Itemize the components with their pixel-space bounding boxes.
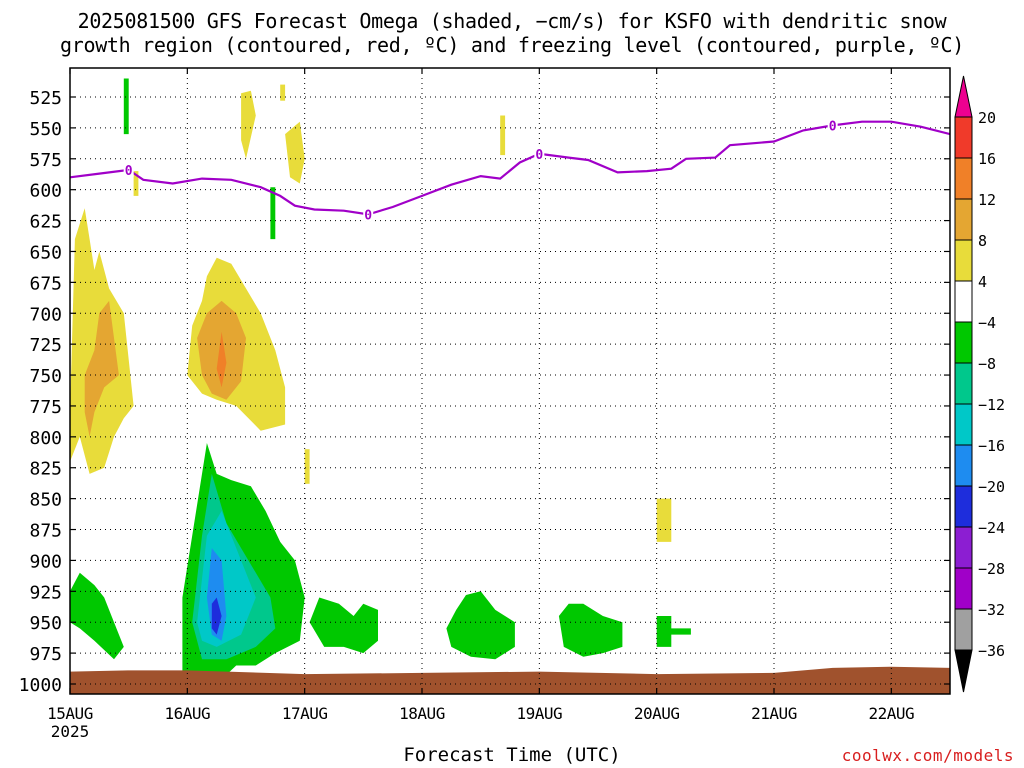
contour-label-bg (827, 117, 838, 133)
y-tick-label: 625 (29, 212, 62, 233)
colorbar-swatch (954, 280, 973, 323)
y-tick-label: 825 (29, 459, 62, 480)
omega-region (656, 498, 672, 542)
freezing-level-contour: 0 0 0 0 (70, 117, 950, 223)
omega-shading (70, 78, 950, 694)
colorbar-swatch (954, 526, 973, 569)
y-tick-label: 850 (29, 490, 62, 511)
x-tick-label: 17AUG (282, 704, 328, 723)
colorbar-cap-top (954, 75, 973, 118)
y-tick-label: 750 (29, 366, 62, 387)
colorbar-swatch (954, 403, 973, 446)
x-tick-label: 19AUG (516, 704, 562, 723)
x-tick-label: 18AUG (399, 704, 445, 723)
omega-region (309, 597, 378, 654)
omega-region (133, 171, 139, 196)
omega-region (216, 331, 227, 388)
y-tick-label: 575 (29, 150, 62, 171)
x-tick-label: 21AUG (751, 704, 797, 723)
freezing-level-line (70, 120, 950, 216)
y-tick-label: 875 (29, 521, 62, 542)
x-tick-label: 22AUG (868, 704, 914, 723)
omega-region (123, 78, 129, 135)
omega-region (304, 449, 310, 484)
omega-region (70, 572, 124, 660)
colorbar: 20 16 12 8 4 −4 −8 −12 −16 −20 −24 −28 −32 −36 (954, 75, 1005, 693)
omega-region (84, 300, 119, 437)
credit-link[interactable]: coolwx.com/models (841, 746, 1014, 765)
colorbar-swatch (954, 362, 973, 405)
omega-region (446, 591, 515, 660)
colorbar-swatch (954, 239, 973, 282)
omega-region (206, 548, 227, 641)
x-tick-label: 20AUG (634, 704, 680, 723)
x-tick-label: 15AUG (47, 704, 93, 723)
contour-label: 0 (829, 119, 837, 134)
colorbar-label: −20 (978, 478, 1005, 496)
colorbar-label: −24 (978, 519, 1005, 537)
y-tick-label: 925 (29, 582, 62, 603)
colorbar-swatch (954, 157, 973, 200)
contour-label-bg (123, 161, 134, 177)
omega-region (500, 115, 506, 156)
axes: 525 550 575 600 625 650 675 700 725 750 775 800 825 8… (19, 67, 951, 741)
omega-region (280, 84, 286, 101)
chart-title-line-2: growth region (contoured, red, ºC) and f… (59, 33, 965, 57)
colorbar-label: −4 (978, 314, 996, 332)
colorbar-label: 16 (978, 150, 996, 168)
colorbar-label: −16 (978, 437, 1005, 455)
y-tick-label: 900 (29, 551, 62, 572)
omega-region (211, 597, 222, 635)
omega-region (241, 90, 256, 159)
contour-label-bg (534, 145, 545, 161)
colorbar-label: 8 (978, 232, 987, 250)
y-tick-label: 1000 (19, 675, 62, 696)
y-tick-label: 975 (29, 644, 62, 665)
y-tick-label: 650 (29, 242, 62, 263)
colorbar-label: 4 (978, 273, 987, 291)
omega-region (656, 616, 691, 647)
colorbar-label: −36 (978, 642, 1005, 660)
y-tick-label: 550 (29, 119, 62, 140)
colorbar-label: −28 (978, 560, 1005, 578)
colorbar-label: −12 (978, 396, 1005, 414)
colorbar-label: −8 (978, 355, 996, 373)
colorbar-label: 20 (978, 109, 996, 127)
colorbar-cap-bottom (954, 649, 973, 693)
x-axis-label: Forecast Time (UTC) (403, 744, 621, 766)
y-tick-label: 600 (29, 181, 62, 202)
y-tick-label: 775 (29, 397, 62, 418)
contour-label: 0 (364, 208, 372, 223)
contour-label: 0 (535, 148, 543, 163)
y-tick-label: 525 (29, 88, 62, 109)
y-tick-label: 725 (29, 335, 62, 356)
x-tick-label: 16AUG (164, 704, 210, 723)
grid-lines (69, 68, 950, 694)
omega-region (285, 121, 305, 184)
colorbar-swatch (954, 567, 973, 610)
colorbar-swatch (954, 608, 973, 651)
colorbar-swatch (954, 444, 973, 487)
y-tick-label: 800 (29, 428, 62, 449)
omega-region (558, 603, 623, 657)
omega-region (70, 666, 950, 694)
y-tick-label: 700 (29, 304, 62, 325)
colorbar-label: −32 (978, 601, 1005, 619)
colorbar-swatch (954, 485, 973, 528)
contour-label: 0 (125, 164, 133, 179)
y-tick-label: 950 (29, 613, 62, 634)
contour-label-bg (363, 206, 374, 222)
colorbar-swatch (954, 321, 973, 364)
colorbar-label: 12 (978, 191, 996, 209)
chart-title-line-1: 2025081500 GFS Forecast Omega (shaded, −… (77, 9, 947, 33)
colorbar-swatch (954, 116, 973, 159)
colorbar-swatch (954, 198, 973, 241)
y-tick-label: 675 (29, 273, 62, 294)
plot-frame (69, 67, 951, 695)
x-tick-sublabel: 2025 (51, 722, 90, 741)
omega-region (270, 187, 276, 240)
